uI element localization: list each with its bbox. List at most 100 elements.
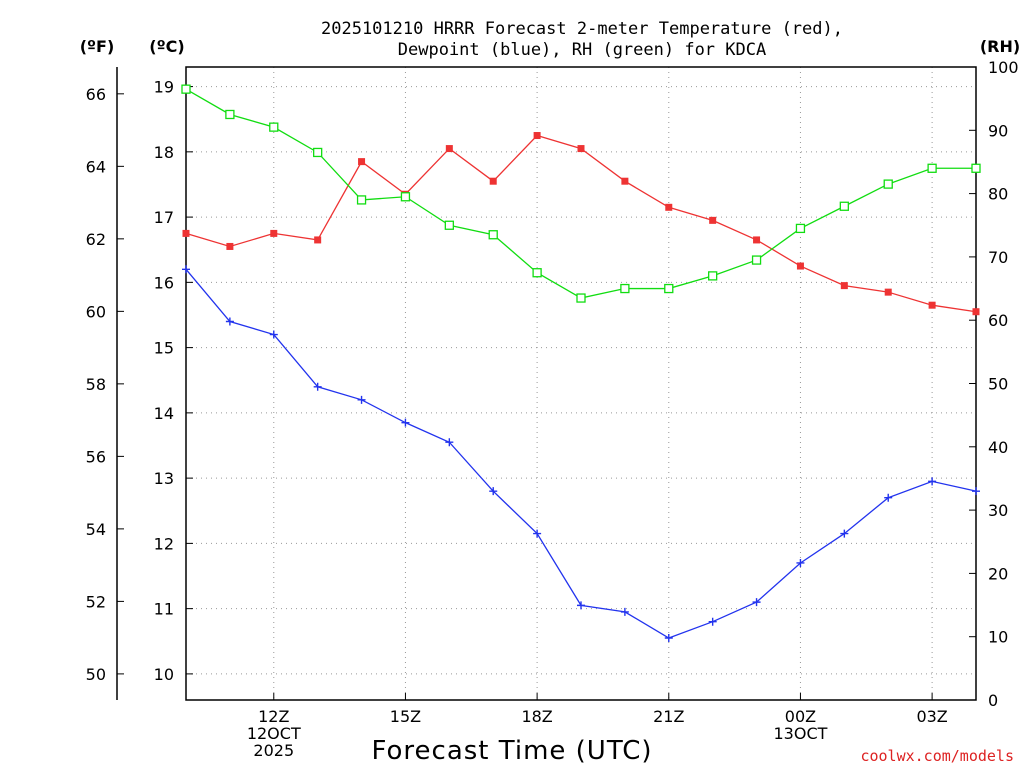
temperature-point: [226, 242, 234, 250]
x-tick-label: 12OCT: [247, 724, 301, 743]
site-credit: coolwx.com/models: [860, 747, 1014, 765]
axes: [116, 66, 977, 701]
series-plus: [182, 265, 980, 643]
fahrenheit-tick-label: 50: [86, 665, 106, 684]
rh-point: [356, 195, 367, 205]
rh-point: [225, 109, 235, 120]
x-tick-label: 12Z: [258, 707, 289, 726]
rh-point: [620, 283, 630, 294]
rh-tick-label: 20: [988, 564, 1008, 583]
temperature-point: [840, 282, 848, 290]
celsius-tick-label: 15: [154, 339, 174, 358]
fahrenheit-tick-label: 64: [86, 157, 106, 176]
celsius-tick-label: 12: [154, 534, 174, 553]
temperature-point: [270, 229, 278, 237]
celsius-tick-label: 17: [154, 208, 174, 227]
chart-title-line-2: Dewpoint (blue), RH (green) for KDCA: [398, 40, 766, 60]
celsius-tick-label: 19: [154, 78, 174, 97]
rh-point: [444, 220, 454, 230]
dewpoint-point: [928, 477, 937, 486]
celsius-tick-label: 18: [154, 143, 174, 162]
rh-point: [708, 271, 718, 281]
dewpoint-point: [708, 617, 717, 626]
dewpoint-point: [489, 487, 498, 496]
rh-point: [181, 84, 191, 94]
dewpoint-point: [357, 395, 366, 404]
rh-tick-label: 100: [988, 58, 1019, 77]
chart-title-line-1: 2025101210 HRRR Forecast 2-meter Tempera…: [321, 19, 843, 39]
rh-point: [883, 179, 893, 189]
rh-tick-label: 0: [988, 691, 998, 710]
temperature-point: [621, 177, 629, 185]
rh-axis-unit: (RH): [980, 37, 1020, 56]
series-open-square: [181, 84, 981, 303]
temperature-point: [665, 203, 673, 211]
dewpoint-point: [269, 330, 278, 339]
fahrenheit-tick-label: 54: [86, 520, 106, 539]
temperature-point: [533, 132, 541, 140]
temperature-point: [577, 145, 585, 153]
dewpoint-point: [225, 317, 234, 326]
celsius-tick-label: 11: [154, 600, 174, 619]
rh-point: [313, 147, 323, 158]
dewpoint-point: [620, 607, 629, 616]
temperature-point: [314, 236, 322, 244]
rh-point: [488, 230, 498, 240]
x-tick-label: 03Z: [916, 707, 947, 726]
dewpoint-point: [401, 418, 410, 427]
dewpoint-point: [533, 529, 542, 538]
rh-tick-label: 80: [988, 185, 1008, 204]
series-line: [185, 134, 977, 313]
x-tick-label: 18Z: [521, 707, 552, 726]
dewpoint-point: [884, 493, 893, 502]
rh-point: [400, 192, 411, 202]
rh-point: [971, 163, 981, 173]
x-tick-label: 15Z: [390, 707, 421, 726]
celsius-tick-label: 16: [154, 273, 174, 292]
celsius-tick-label: 10: [154, 665, 174, 684]
fahrenheit-tick-label: 56: [86, 447, 106, 466]
temperature-point: [709, 216, 717, 224]
temperature-point: [753, 236, 761, 244]
rh-tick-label: 60: [988, 311, 1008, 330]
series-line: [185, 88, 976, 299]
fahrenheit-tick-label: 66: [86, 85, 106, 104]
dewpoint-point: [313, 382, 322, 391]
dewpoint-point: [182, 265, 190, 274]
dewpoint-point: [796, 558, 805, 567]
rh-tick-label: 30: [988, 501, 1008, 520]
rh-tick-label: 40: [988, 438, 1008, 457]
rh-point: [751, 255, 762, 265]
dewpoint-point: [577, 601, 585, 610]
rh-tick-label: 70: [988, 248, 1008, 267]
temperature-point: [489, 177, 497, 185]
dewpoint-point: [752, 598, 761, 607]
dewpoint-point: [664, 634, 673, 643]
rh-point: [532, 268, 542, 278]
celsius-tick-label: 13: [154, 469, 174, 488]
rh-point: [576, 293, 586, 303]
tick-labels: 10 11 12 13 14 15 16 17 18 19 50 52 54 56 58 60 62 64 66 0 1…: [86, 58, 1019, 760]
celsius-tick-label: 14: [154, 404, 174, 423]
x-tick-label: 13OCT: [773, 724, 827, 743]
x-axis-label: Forecast Time (UTC): [371, 736, 652, 766]
dewpoint-point: [840, 529, 849, 538]
rh-point: [927, 163, 937, 173]
rh-tick-label: 90: [988, 121, 1008, 140]
rh-tick-label: 50: [988, 375, 1008, 394]
data-series: [181, 84, 981, 643]
fahrenheit-axis-unit: (ºF): [80, 37, 115, 56]
fahrenheit-tick-label: 52: [86, 592, 106, 611]
dewpoint-point: [445, 438, 454, 447]
temperature-point: [928, 301, 936, 309]
temperature-point: [884, 288, 892, 296]
temperature-point: [358, 158, 366, 166]
temperature-point: [972, 308, 980, 316]
dewpoint-point: [972, 487, 980, 496]
temperature-point: [182, 229, 190, 237]
temperature-point: [796, 262, 804, 270]
rh-point: [795, 223, 806, 234]
fahrenheit-tick-label: 60: [86, 302, 106, 321]
temperature-point: [445, 145, 453, 153]
